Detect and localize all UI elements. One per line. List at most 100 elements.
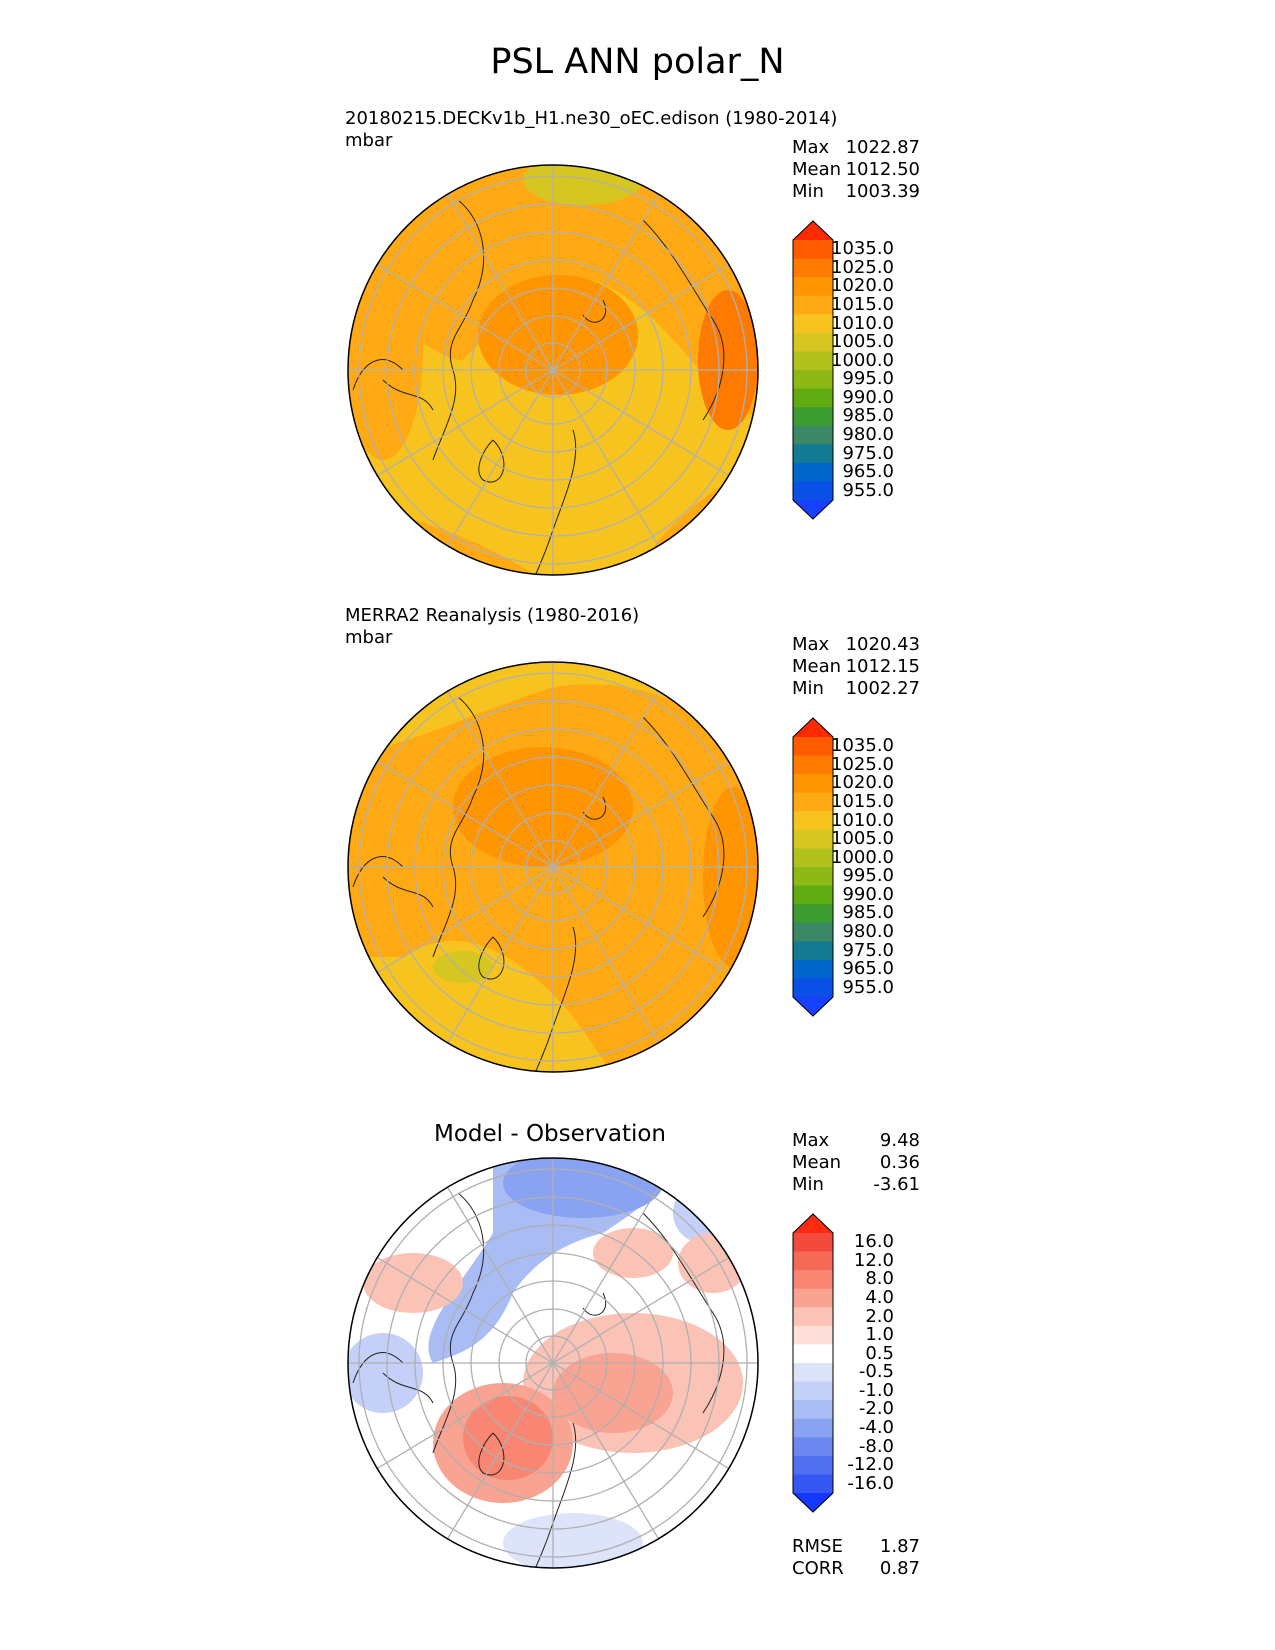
- psl-colorbar-tick-label: 1020.0: [831, 772, 894, 794]
- diff-colorbar-segment: [793, 1455, 833, 1475]
- psl-colorbar-tick-label: 1035.0: [831, 238, 894, 260]
- psl-colorbar-tick-label: 995.0: [842, 368, 894, 390]
- psl-colorbar-tick-label: 1025.0: [831, 256, 894, 278]
- psl-colorbar-tick-label: 965.0: [842, 958, 894, 980]
- psl-colorbar-tick-label: 1010.0: [831, 312, 894, 334]
- psl-colorbar-segment: [793, 848, 833, 868]
- psl-colorbar-segment: [793, 462, 833, 482]
- diff-colorbar-segment: [793, 1418, 833, 1438]
- diff-colorbar-segment: [793, 1233, 833, 1253]
- psl-colorbar-tick-label: 1035.0: [831, 735, 894, 757]
- psl-colorbar-segment: [793, 774, 833, 794]
- psl-colorbar-segment: [793, 792, 833, 812]
- psl-colorbar-segment: [793, 481, 833, 501]
- psl-colorbar-segment: [793, 737, 833, 757]
- panel3-colorbar: [792, 1213, 834, 1513]
- panel1-map: [347, 164, 759, 576]
- psl-colorbar-segment: [793, 314, 833, 334]
- diff-colorbar-segment: [793, 1270, 833, 1290]
- diff-colorbar-tick-label: 0.5: [865, 1342, 894, 1364]
- psl-colorbar-tick-label: 1020.0: [831, 275, 894, 297]
- psl-colorbar-segment: [793, 867, 833, 887]
- psl-colorbar-tick-label: 955.0: [842, 479, 894, 501]
- panel3-map: [347, 1157, 759, 1569]
- psl-colorbar-top-extend: [793, 221, 833, 240]
- panel1-colorbar: [792, 220, 834, 520]
- psl-colorbar-tick-label: 975.0: [842, 939, 894, 961]
- psl-colorbar-segment: [793, 941, 833, 961]
- psl-colorbar-segment: [793, 332, 833, 352]
- diff-colorbar-tick-label: -8.0: [858, 1435, 894, 1457]
- psl-colorbar-tick-label: 965.0: [842, 461, 894, 483]
- psl-colorbar-tick-label: 990.0: [842, 386, 894, 408]
- panel3-title: Model - Observation: [433, 1121, 667, 1147]
- grid-lines-icon: [348, 1158, 758, 1568]
- panel1-stats: Max 1022.87 Mean 1012.50 Min 1003.39: [792, 137, 920, 202]
- panel3-stats: Max 9.48 Mean 0.36 Min -3.61: [792, 1130, 920, 1195]
- panel2-stats: Max 1020.43 Mean 1012.15 Min 1002.27: [792, 634, 920, 699]
- panel2-title: MERRA2 Reanalysis (1980-2016) mbar: [345, 605, 640, 648]
- diff-colorbar-tick-label: 2.0: [865, 1305, 894, 1327]
- psl-colorbar-tick-label: 985.0: [842, 902, 894, 924]
- psl-colorbar-segment: [793, 811, 833, 831]
- diff-colorbar-tick-label: 4.0: [865, 1287, 894, 1308]
- psl-colorbar-bottom-extend: [793, 997, 833, 1016]
- psl-colorbar-tick-label: 995.0: [842, 865, 894, 887]
- psl-colorbar-segment: [793, 885, 833, 905]
- psl-colorbar-segment: [793, 388, 833, 408]
- diff-colorbar-segment: [793, 1325, 833, 1345]
- diff-colorbar-tick-label: -4.0: [858, 1417, 894, 1438]
- diff-colorbar-tick-label: 8.0: [865, 1268, 894, 1290]
- psl-colorbar-tick-label: 985.0: [842, 405, 894, 427]
- diff-colorbar-segment: [793, 1307, 833, 1327]
- psl-colorbar-tick-label: 975.0: [842, 442, 894, 464]
- psl-colorbar-tick-label: 980.0: [842, 424, 894, 445]
- diff-colorbar-tick-label: 16.0: [853, 1231, 894, 1253]
- psl-colorbar-tick-label: 1000.0: [831, 349, 894, 371]
- diff-colorbar-tick-label: -2.0: [858, 1398, 894, 1420]
- diff-colorbar-tick-label: 12.0: [853, 1249, 894, 1271]
- psl-colorbar-tick-label: 1015.0: [831, 294, 894, 315]
- figure-title: PSL ANN polar_N: [490, 42, 785, 82]
- psl-colorbar-tick-label: 1025.0: [831, 753, 894, 775]
- psl-colorbar-segment: [793, 407, 833, 427]
- diff-colorbar-tick-label: -12.0: [847, 1454, 894, 1476]
- panel2-map: [347, 661, 759, 1073]
- psl-colorbar-top-extend: [793, 718, 833, 737]
- diff-colorbar-tick-label: -1.0: [858, 1379, 894, 1401]
- diff-colorbar-tick-label: -0.5: [858, 1361, 894, 1383]
- psl-colorbar-tick-label: 990.0: [842, 883, 894, 905]
- psl-colorbar-tick-label: 1010.0: [831, 809, 894, 831]
- psl-colorbar-tick-label: 1015.0: [831, 791, 894, 812]
- diff-colorbar-tick-label: -16.0: [847, 1472, 894, 1494]
- diff-colorbar-segment: [793, 1251, 833, 1271]
- psl-colorbar-segment: [793, 904, 833, 924]
- psl-colorbar-bottom-extend: [793, 500, 833, 519]
- psl-colorbar-segment: [793, 370, 833, 390]
- psl-colorbar-segment: [793, 277, 833, 297]
- grid-lines-icon: [348, 662, 758, 1072]
- diff-colorbar-segment: [793, 1363, 833, 1383]
- psl-colorbar-segment: [793, 922, 833, 942]
- psl-colorbar-segment: [793, 351, 833, 371]
- psl-colorbar-segment: [793, 755, 833, 775]
- psl-colorbar-segment: [793, 978, 833, 998]
- diff-colorbar-top-extend: [793, 1214, 833, 1233]
- psl-colorbar-tick-label: 955.0: [842, 976, 894, 998]
- diff-colorbar-segment: [793, 1288, 833, 1308]
- psl-colorbar-tick-label: 1005.0: [831, 828, 894, 850]
- diff-colorbar-segment: [793, 1400, 833, 1420]
- diff-colorbar-segment: [793, 1474, 833, 1494]
- diff-colorbar-segment: [793, 1437, 833, 1457]
- diff-colorbar-bottom-extend: [793, 1493, 833, 1512]
- panel1-title: 20180215.DECKv1b_H1.ne30_oEC.edison (198…: [345, 108, 838, 151]
- panel3-extra-stats: RMSE 1.87 CORR 0.87: [792, 1536, 920, 1579]
- psl-colorbar-segment: [793, 444, 833, 464]
- psl-colorbar-segment: [793, 829, 833, 849]
- diff-colorbar-segment: [793, 1344, 833, 1364]
- diff-colorbar-segment: [793, 1381, 833, 1401]
- panel2-colorbar: [792, 717, 834, 1017]
- psl-colorbar-segment: [793, 959, 833, 979]
- psl-colorbar-segment: [793, 240, 833, 260]
- diff-colorbar-tick-label: 1.0: [865, 1324, 894, 1346]
